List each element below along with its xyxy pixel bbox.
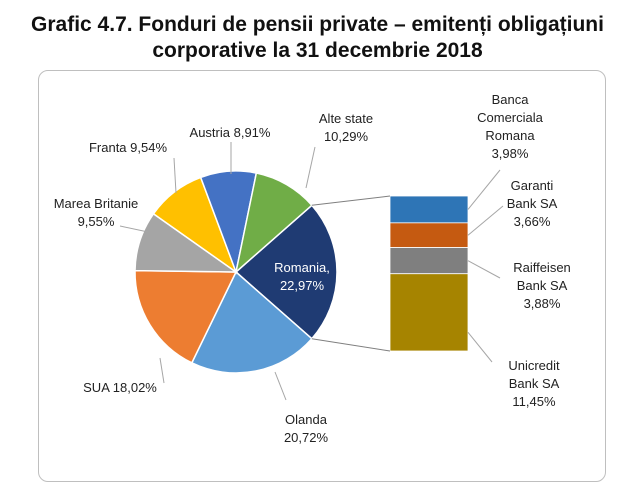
bar-label-banca-comerciala-romana: Banca Comerciala Romana 3,98% <box>477 92 544 161</box>
chart-title-line-2: corporative la 31 decembrie 2018 <box>152 39 483 62</box>
pie-label-marea-britanie: Marea Britanie 9,55% <box>54 196 139 229</box>
leader-bcr <box>467 169 501 210</box>
pie-slice-sua <box>134 269 238 364</box>
bar-segment-banca-comerciala-romana <box>389 195 469 224</box>
connector-line-bottom <box>311 338 391 352</box>
pie-label-romania: Romania, 22,97% <box>274 260 330 293</box>
pie-label-austria: Austria 8,91% <box>190 125 271 140</box>
leader-olanda <box>274 371 287 401</box>
pie-slice-alte-state <box>234 172 313 275</box>
leader-garanti <box>467 205 504 236</box>
pie-label-olanda: Olanda 20,72% <box>284 412 329 445</box>
chart-title-line-1: Grafic 4.7. Fonduri de pensii private – … <box>31 13 604 36</box>
leader-marea-britanie <box>119 225 149 233</box>
pie-label-sua: SUA 18,02% <box>83 380 157 395</box>
leader-raiffeisen <box>467 260 501 279</box>
bar-segment-raiffeisen-bank-sa <box>389 247 469 275</box>
bar-segment-unicredit-bank-sa <box>389 273 469 352</box>
pie-slice-romania <box>234 204 338 340</box>
pie-label-alte-state: Alte state 10,29% <box>319 111 373 144</box>
leader-unicredit <box>467 332 493 363</box>
leader-franta <box>173 157 177 194</box>
leader-sua <box>159 357 165 384</box>
pie-label-franta: Franta 9,54% <box>89 140 167 155</box>
bar-label-raiffeisen-bank-sa: Raiffeisen Bank SA 3,88% <box>513 260 571 311</box>
bar-label-unicredit-bank-sa: Unicredit Bank SA 11,45% <box>508 358 560 409</box>
bar-segment-garanti-bank-sa <box>389 222 469 248</box>
connector-line-top <box>311 195 391 206</box>
bar-label-garanti-bank-sa: Garanti Bank SA 3,66% <box>507 178 558 229</box>
leader-alte-state <box>305 146 316 189</box>
pie-slice-olanda <box>190 270 313 374</box>
